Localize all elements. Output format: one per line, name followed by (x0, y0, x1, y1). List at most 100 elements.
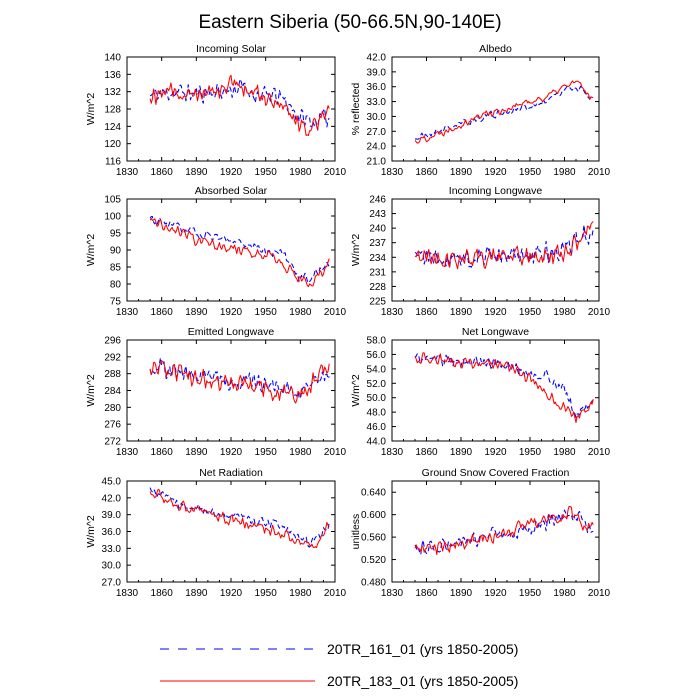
plot-frame (391, 198, 600, 302)
x-tick-label: 1860 (415, 447, 438, 458)
y-axis-label: W/m^2 (350, 374, 362, 407)
x-tick-label: 1920 (220, 167, 243, 178)
series-line-20TR_161_01 (414, 353, 594, 419)
panel-5: Emitted Longwave W/m^2 1830 1860 1890 1920 195… (85, 326, 347, 458)
series-line-20TR_161_01 (414, 224, 594, 268)
y-tick-label: 124 (104, 122, 121, 133)
y-tick-label: 0.640 (361, 488, 386, 499)
x-tick-label: 1920 (220, 447, 243, 458)
series-group (149, 216, 330, 288)
panel-title: Emitted Longwave (188, 326, 275, 338)
x-tick-label: 1860 (151, 447, 174, 458)
y-tick-label: 36.0 (367, 82, 387, 93)
y-tick-label: 21.0 (367, 157, 387, 168)
x-tick-label: 2010 (588, 167, 611, 178)
y-tick-label: 276 (104, 420, 121, 431)
y-tick-label: 42.0 (102, 493, 122, 504)
series-line-20TR_161_01 (149, 216, 330, 284)
panel-title: Incoming Solar (196, 43, 267, 55)
x-tick-label: 1920 (484, 307, 507, 318)
y-tick-label: 80 (110, 280, 122, 291)
panel-3: Absorbed Solar W/m^2 1830 1860 1890 1920 1950 1… (85, 185, 347, 318)
x-tick-label: 1920 (220, 588, 243, 599)
series-line-20TR_161_01 (149, 487, 330, 548)
series-group (414, 221, 594, 270)
x-tick-label: 1830 (116, 307, 139, 318)
x-tick-label: 1860 (415, 167, 438, 178)
y-tick-label: 225 (369, 297, 386, 308)
y-tick-label: 132 (104, 87, 121, 98)
series-line-20TR_183_01 (414, 80, 594, 144)
y-tick-label: 105 (104, 195, 121, 206)
x-tick-label: 1830 (381, 588, 404, 599)
x-tick-label: 1890 (450, 588, 473, 599)
x-tick-label: 1950 (519, 447, 542, 458)
figure-title: Eastern Siberia (50-66.5N,90-140E) (198, 12, 501, 33)
panels: Incoming Solar W/m^2 1830 1860 1890 1920 1950 1… (85, 43, 611, 599)
series-group (149, 357, 330, 404)
plot-frame (391, 339, 600, 442)
y-tick-label: 234 (369, 253, 386, 264)
y-tick-label: 52.0 (367, 379, 387, 390)
y-tick-label: 27.0 (102, 578, 122, 589)
y-axis-label: W/m^2 (85, 234, 97, 267)
y-tick-label: 231 (369, 267, 386, 278)
x-tick-label: 1860 (151, 588, 174, 599)
x-tick-label: 1950 (255, 167, 278, 178)
y-tick-label: 90 (110, 246, 122, 257)
x-tick-label: 2010 (324, 588, 347, 599)
plot-frame (126, 339, 336, 442)
x-tick-label: 1980 (553, 167, 576, 178)
x-tick-label: 1830 (116, 588, 139, 599)
y-tick-label: 50.0 (367, 393, 387, 404)
x-tick-label: 1830 (116, 447, 139, 458)
y-tick-label: 0.560 (361, 533, 386, 544)
y-tick-label: 39.0 (367, 67, 387, 78)
y-axis-label: W/m^2 (350, 234, 362, 267)
plot-frame (126, 480, 336, 583)
y-tick-label: 246 (369, 195, 386, 206)
x-tick-label: 1920 (484, 588, 507, 599)
y-tick-label: 48.0 (367, 408, 387, 419)
y-tick-label: 39.0 (102, 510, 122, 521)
panel-title: Net Radiation (199, 467, 263, 479)
panel-7: Net Radiation W/m^2 1830 1860 1890 1920 1950 19… (85, 467, 347, 599)
y-tick-label: 85 (110, 263, 122, 274)
x-tick-label: 1980 (289, 167, 312, 178)
x-tick-label: 1890 (185, 307, 208, 318)
x-tick-label: 1830 (381, 167, 404, 178)
y-axis-label: unitless (350, 514, 362, 550)
y-tick-label: 0.520 (361, 555, 386, 566)
y-tick-label: 33.0 (367, 97, 387, 108)
x-tick-label: 2010 (588, 588, 611, 599)
x-tick-label: 1890 (450, 447, 473, 458)
y-tick-label: 54.0 (367, 364, 387, 375)
y-tick-label: 95 (110, 229, 122, 240)
x-tick-label: 1950 (255, 447, 278, 458)
x-tick-label: 1980 (553, 447, 576, 458)
y-tick-label: 288 (104, 369, 121, 380)
x-tick-label: 1980 (289, 447, 312, 458)
x-tick-label: 1890 (450, 307, 473, 318)
y-axis-label: W/m^2 (85, 93, 97, 126)
x-tick-label: 1950 (255, 588, 278, 599)
series-line-20TR_161_01 (149, 78, 330, 131)
y-tick-label: 237 (369, 238, 386, 249)
series-group (149, 74, 330, 137)
y-tick-label: 284 (104, 386, 121, 397)
y-tick-label: 58.0 (367, 336, 387, 347)
x-tick-label: 2010 (588, 307, 611, 318)
plot-frame (126, 198, 336, 302)
legend-label-1: 20TR_161_01 (yrs 1850-2005) (327, 641, 518, 657)
y-tick-label: 140 (104, 53, 121, 64)
panel-title: Albedo (479, 43, 512, 55)
x-tick-label: 1890 (185, 588, 208, 599)
y-axis-label: % reflected (350, 83, 362, 136)
x-tick-label: 1860 (415, 307, 438, 318)
series-group (414, 352, 594, 424)
panel-6: Net Longwave W/m^2 1830 1860 1890 1920 1950 198… (350, 326, 611, 458)
series-group (414, 505, 594, 556)
y-tick-label: 272 (104, 437, 121, 448)
y-axis-label: W/m^2 (85, 374, 97, 407)
